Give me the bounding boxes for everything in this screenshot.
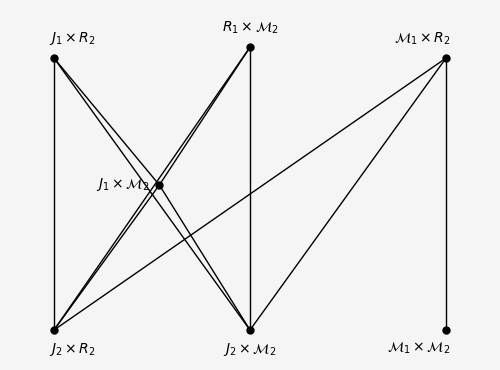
Text: $R_1 \times \mathcal{M}_2$: $R_1 \times \mathcal{M}_2$ <box>222 20 278 36</box>
Text: $\mathcal{M}_1 \times \mathcal{M}_2$: $\mathcal{M}_1 \times \mathcal{M}_2$ <box>388 341 451 356</box>
Text: $J_1 \times R_2$: $J_1 \times R_2$ <box>49 30 96 47</box>
Text: $\mathcal{M}_1 \times R_2$: $\mathcal{M}_1 \times R_2$ <box>394 31 451 47</box>
Text: $J_1 \times \mathcal{M}_2$: $J_1 \times \mathcal{M}_2$ <box>96 176 150 194</box>
Text: $J_2 \times R_2$: $J_2 \times R_2$ <box>49 341 96 358</box>
Text: $J_2 \times \mathcal{M}_2$: $J_2 \times \mathcal{M}_2$ <box>223 341 277 358</box>
